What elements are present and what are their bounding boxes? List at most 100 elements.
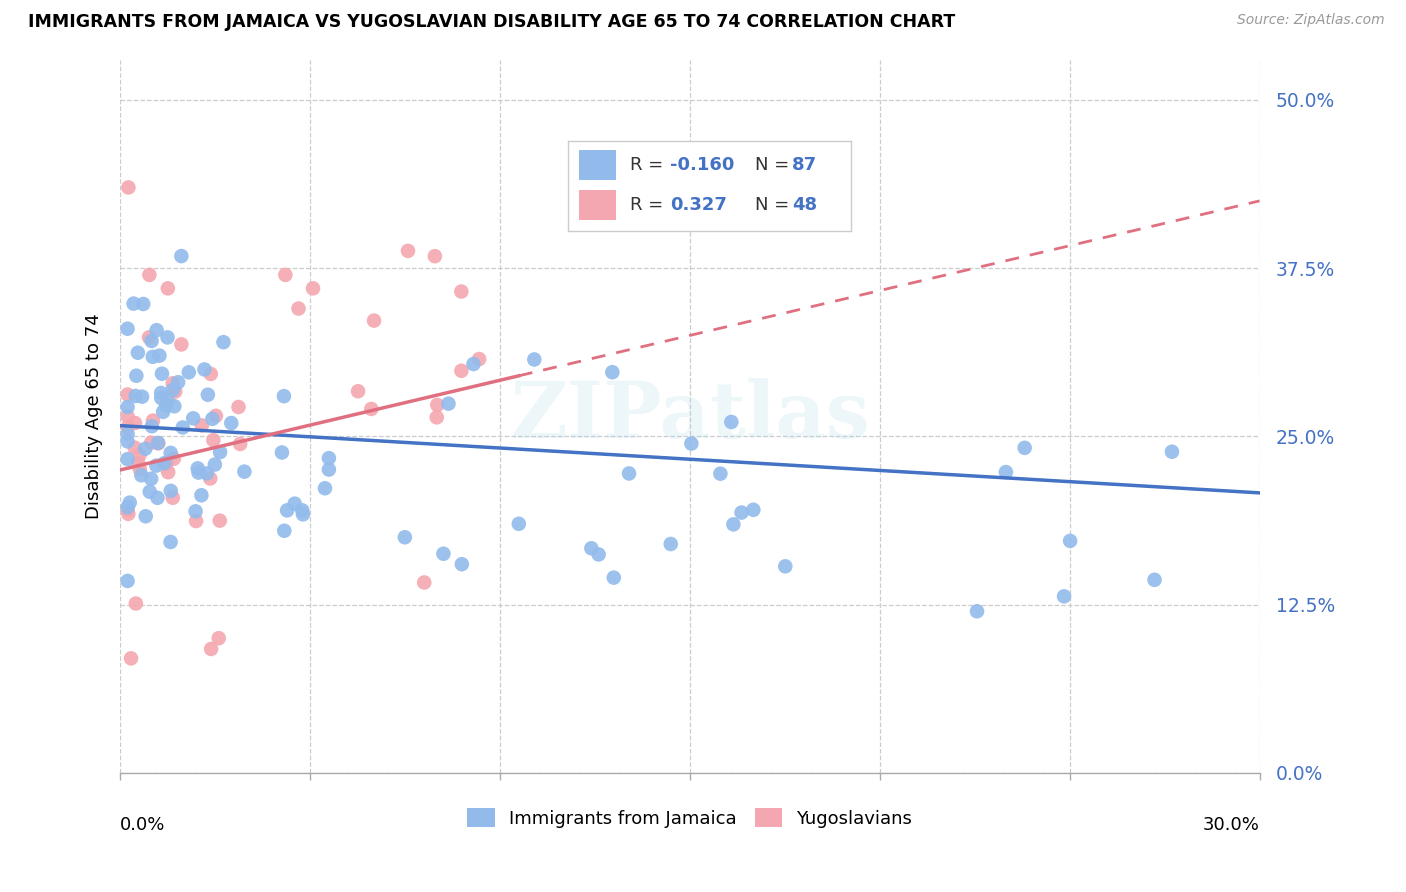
Text: 30.0%: 30.0% bbox=[1202, 815, 1260, 833]
Point bbox=[523, 352, 546, 367]
Text: 0.0%: 0.0% bbox=[120, 815, 166, 833]
Text: 87: 87 bbox=[792, 156, 817, 174]
Point bbox=[1014, 441, 1036, 455]
Point bbox=[588, 548, 610, 562]
Point bbox=[156, 330, 179, 344]
Point bbox=[155, 398, 177, 412]
Point bbox=[233, 465, 256, 479]
Point bbox=[117, 420, 139, 434]
Point bbox=[200, 367, 222, 381]
Point bbox=[125, 597, 148, 611]
Point bbox=[150, 391, 173, 405]
Point bbox=[202, 433, 225, 447]
Point bbox=[302, 281, 325, 295]
Point bbox=[142, 350, 165, 364]
Point bbox=[468, 352, 491, 367]
Point bbox=[167, 375, 190, 389]
Text: R =: R = bbox=[630, 156, 669, 174]
Point bbox=[363, 313, 385, 327]
Point bbox=[205, 409, 228, 423]
Legend: Immigrants from Jamaica, Yugoslavians: Immigrants from Jamaica, Yugoslavians bbox=[460, 801, 920, 835]
Point bbox=[131, 390, 153, 404]
Point bbox=[581, 541, 603, 556]
Point bbox=[413, 575, 436, 590]
Point bbox=[153, 456, 176, 470]
Point bbox=[681, 436, 703, 450]
Point bbox=[191, 418, 214, 433]
Point bbox=[775, 559, 797, 574]
Point bbox=[1059, 533, 1081, 548]
Point bbox=[141, 334, 163, 348]
Point bbox=[132, 297, 155, 311]
Point bbox=[145, 323, 167, 337]
Point bbox=[162, 491, 184, 505]
Point bbox=[134, 442, 156, 456]
Point bbox=[142, 414, 165, 428]
Point bbox=[159, 446, 181, 460]
Text: 48: 48 bbox=[792, 195, 817, 214]
Point bbox=[150, 386, 173, 401]
Point bbox=[122, 296, 145, 310]
Point bbox=[120, 651, 142, 665]
Point bbox=[274, 268, 297, 282]
Point bbox=[709, 467, 731, 481]
Point bbox=[994, 465, 1017, 479]
Point bbox=[117, 387, 139, 401]
Point bbox=[742, 503, 765, 517]
Point bbox=[181, 411, 204, 425]
Point bbox=[201, 412, 224, 426]
Point bbox=[165, 384, 187, 399]
Point bbox=[450, 364, 472, 378]
Point bbox=[200, 471, 222, 485]
Point bbox=[117, 503, 139, 517]
Point bbox=[172, 420, 194, 434]
Text: Source: ZipAtlas.com: Source: ZipAtlas.com bbox=[1237, 13, 1385, 28]
Point bbox=[135, 509, 157, 524]
Point bbox=[138, 330, 160, 344]
Point bbox=[193, 362, 215, 376]
Point bbox=[150, 367, 173, 381]
Point bbox=[117, 500, 139, 515]
Point bbox=[318, 462, 340, 476]
Point bbox=[195, 467, 218, 481]
Point bbox=[273, 389, 295, 403]
Point bbox=[396, 244, 419, 258]
Text: 0.327: 0.327 bbox=[671, 195, 727, 214]
Point bbox=[423, 249, 446, 263]
Text: N =: N = bbox=[755, 156, 794, 174]
Point bbox=[271, 445, 294, 459]
Point bbox=[128, 462, 150, 476]
Point bbox=[273, 524, 295, 538]
Point bbox=[131, 468, 153, 483]
Point bbox=[966, 604, 988, 618]
Point bbox=[146, 491, 169, 505]
Point bbox=[125, 368, 148, 383]
Point bbox=[1143, 573, 1166, 587]
Point bbox=[141, 435, 163, 450]
Point bbox=[159, 483, 181, 498]
Point bbox=[148, 436, 170, 450]
Point bbox=[287, 301, 309, 316]
Point bbox=[159, 535, 181, 549]
Point bbox=[291, 503, 314, 517]
Point bbox=[508, 516, 530, 531]
Point bbox=[117, 574, 139, 588]
Text: -0.160: -0.160 bbox=[671, 156, 734, 174]
Point bbox=[184, 514, 207, 528]
Point bbox=[212, 335, 235, 350]
Point bbox=[426, 410, 449, 425]
Point bbox=[187, 466, 209, 480]
Point bbox=[720, 415, 742, 429]
Point bbox=[432, 547, 454, 561]
Point bbox=[208, 631, 231, 645]
Point bbox=[200, 642, 222, 657]
Point bbox=[145, 458, 167, 473]
Point bbox=[141, 419, 163, 434]
Point bbox=[1161, 444, 1184, 458]
Point bbox=[138, 484, 160, 499]
Point bbox=[730, 506, 752, 520]
Point bbox=[659, 537, 682, 551]
Point bbox=[209, 445, 232, 459]
Point bbox=[617, 467, 640, 481]
Point bbox=[437, 397, 460, 411]
